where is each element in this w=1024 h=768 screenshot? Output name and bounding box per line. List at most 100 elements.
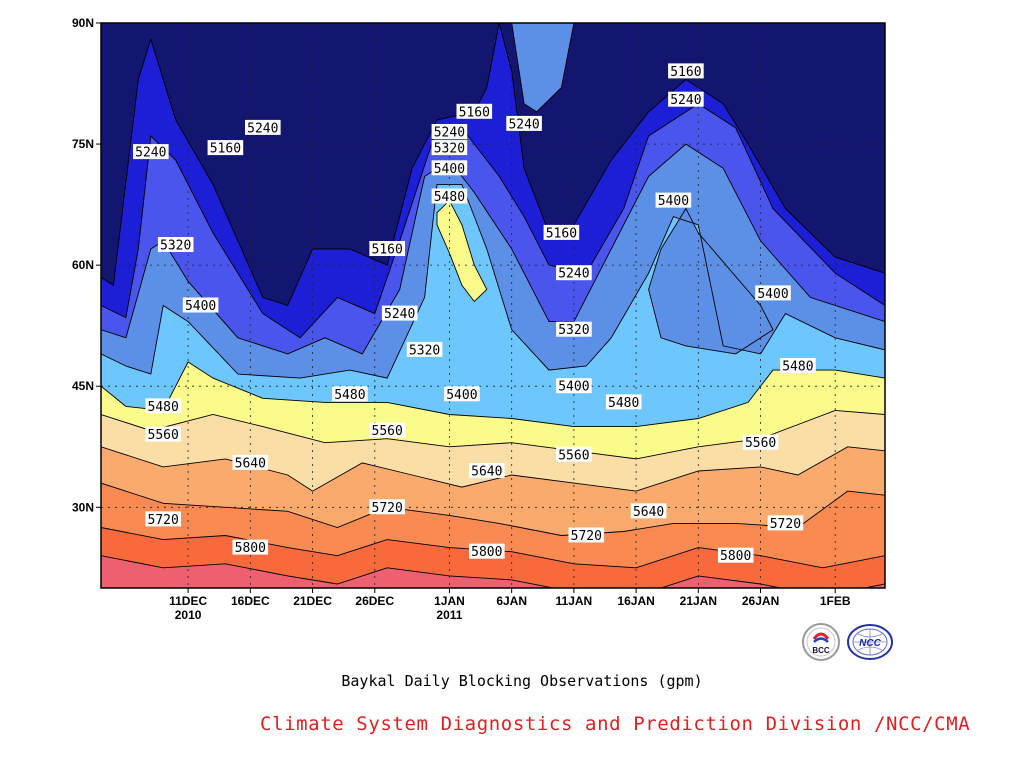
contour-label-text: 5400	[434, 162, 465, 177]
contour-label: 5160	[543, 224, 580, 241]
contour-label-box	[232, 539, 269, 555]
contour-line-5320	[101, 143, 885, 355]
x-tick-label: 6JAN	[496, 594, 527, 608]
y-tick-label: 75N	[72, 137, 94, 151]
x-tick-label: 26DEC	[355, 594, 394, 608]
contour-label-box	[568, 527, 605, 543]
contour-label: 5640	[469, 463, 505, 480]
contour-label: 5400	[431, 160, 468, 177]
contour-label-box	[668, 63, 704, 79]
contour-label-text: 5480	[608, 396, 639, 411]
x-tick-label: 1FEB	[820, 594, 851, 608]
contour-label-text: 5640	[235, 456, 266, 471]
contour-label: 5240	[245, 119, 281, 136]
x-tick-year-label: 2010	[175, 608, 202, 622]
contour-label-box	[469, 463, 505, 478]
contour-label: 5240	[431, 124, 468, 141]
band-warmest	[101, 555, 885, 588]
contour-label: 5400	[556, 378, 592, 395]
contour-label-text: 5720	[372, 501, 403, 516]
contour-label-box	[332, 386, 368, 402]
contour-label: 5480	[332, 386, 368, 403]
contour-label-box	[182, 297, 219, 313]
contour-label: 5160	[207, 140, 244, 157]
y-tick-label: 45N	[72, 379, 94, 393]
contour-label: 5400	[755, 285, 791, 302]
contour-label-text: 5320	[558, 323, 589, 338]
contour-label-text: 5160	[546, 226, 577, 241]
contour-label-text: 5160	[670, 65, 701, 80]
contour-label: 5400	[444, 386, 480, 403]
x-tick-label: 11DEC	[169, 594, 207, 608]
contour-label: 5640	[232, 454, 269, 471]
contour-label-text: 5240	[247, 121, 278, 136]
contour-label-text: 5320	[434, 142, 465, 157]
contour-label-box	[556, 265, 592, 281]
contour-label-text: 5400	[446, 388, 477, 403]
contour-label: 5240	[556, 265, 592, 282]
contour-label: 5800	[717, 547, 754, 564]
contour-label: 5800	[469, 543, 505, 560]
contour-line-5480	[101, 361, 885, 428]
y-tick-label: 30N	[72, 500, 94, 514]
x-tick-label: 26JAN	[742, 594, 779, 608]
contour-label-box	[157, 237, 194, 252]
contour-label-box	[133, 144, 169, 160]
contour-label-box	[406, 341, 443, 357]
contour-label-box	[456, 103, 493, 119]
contour-label-text: 5480	[434, 190, 465, 205]
contour-label-box	[469, 543, 505, 559]
contour-labels: 5240 516052405320540051605240516052405320…	[133, 63, 816, 564]
contour-chart: 5240 516052405320540051605240516052405320…	[72, 16, 886, 622]
contour-label-text: 5560	[558, 448, 589, 463]
y-tick-label: 60N	[72, 258, 94, 272]
contour-line-warmest	[101, 555, 885, 588]
contour-label-text: 5240	[135, 146, 166, 161]
contour-label: 5320	[556, 321, 592, 338]
contour-label: 5160	[456, 103, 493, 120]
contour-label: 5560	[742, 434, 779, 451]
contour-label-text: 5800	[235, 541, 266, 556]
contour-label-text: 5160	[459, 105, 490, 120]
contour-label-text: 5800	[720, 549, 751, 564]
contour-label-text: 5400	[558, 380, 589, 395]
contour-fills	[101, 23, 885, 588]
closed-contour-5400	[648, 207, 774, 355]
x-tick-label: 21JAN	[680, 594, 717, 608]
y-axis: 90N 75N 60N 45N 30N	[72, 16, 101, 514]
contour-label: 5720	[767, 515, 804, 532]
contour-label-box	[145, 398, 181, 414]
x-tick-label: 16JAN	[617, 594, 654, 608]
contour-label-text: 5320	[160, 239, 191, 254]
contour-label: 5160	[668, 63, 704, 80]
contour-label-box	[556, 321, 592, 337]
contour-label: 5240	[133, 144, 169, 161]
contour-label-text: 5480	[334, 388, 365, 403]
contour-label: 5240	[668, 91, 704, 108]
contour-label-text: 5240	[508, 117, 539, 132]
contour-label: 5320	[157, 237, 194, 254]
contour-label-text: 5160	[372, 243, 403, 258]
contour-label-box	[556, 446, 592, 462]
contour-label-text: 5400	[185, 299, 216, 314]
contour-label-text: 5560	[745, 436, 776, 451]
bcc-logo-text: BCC	[812, 646, 830, 655]
contour-label-box	[506, 115, 542, 131]
contour-label-box	[369, 241, 405, 256]
contour-label: 5160	[369, 241, 405, 258]
contour-label: 5320	[431, 140, 468, 157]
contour-label-box	[767, 515, 804, 531]
contour-label-text: 5240	[384, 307, 415, 322]
contour-label: 5400	[182, 297, 219, 314]
contour-label-text: 5560	[148, 428, 179, 443]
contour-label: 5720	[145, 511, 181, 528]
contour-label-text: 5240	[434, 126, 465, 141]
contour-label: 5240	[381, 305, 418, 322]
x-tick-label: 21DEC	[293, 594, 332, 608]
contour-label-text: 5640	[471, 465, 502, 480]
contour-label-box	[780, 358, 816, 373]
x-tick-year-label: 2011	[436, 608, 462, 622]
contour-label-text: 5160	[210, 142, 241, 157]
contour-label: 5240	[506, 115, 542, 132]
